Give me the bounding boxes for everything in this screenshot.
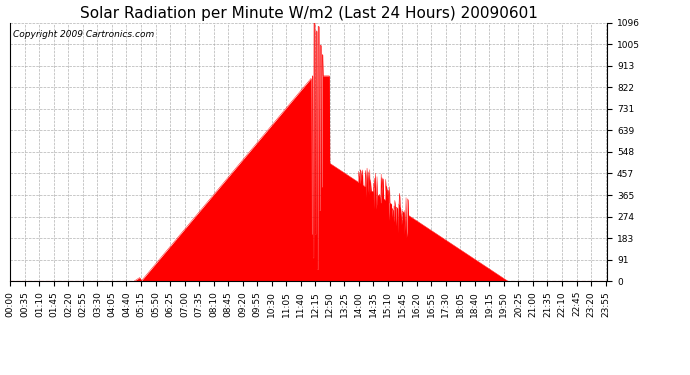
Title: Solar Radiation per Minute W/m2 (Last 24 Hours) 20090601: Solar Radiation per Minute W/m2 (Last 24… (80, 6, 538, 21)
Text: Copyright 2009 Cartronics.com: Copyright 2009 Cartronics.com (13, 30, 155, 39)
